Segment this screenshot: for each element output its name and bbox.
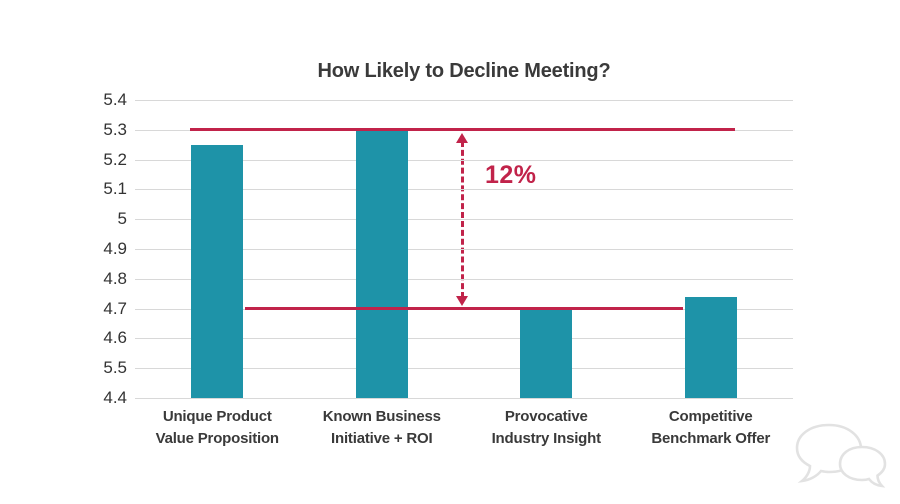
arrow-up-icon	[456, 132, 468, 143]
delta-percentage-label: 12%	[485, 160, 537, 189]
y-axis-tick-label: 4.9	[103, 239, 127, 258]
gridline	[135, 189, 793, 191]
bar	[520, 308, 573, 398]
chart-title: How Likely to Decline Meeting?	[317, 60, 611, 82]
bar	[355, 129, 408, 398]
gridline	[135, 338, 793, 340]
bar	[191, 144, 244, 398]
gridline	[135, 249, 793, 250]
y-axis-tick-label: 4.6	[103, 328, 127, 348]
y-axis-tick-label: 5.2	[103, 149, 127, 169]
plot-area: 12% 5.4 5.3 5.2 5.1 5 4.9 4.8 4.7 4.6 5.5 4.4 Uniqu…	[103, 91, 793, 447]
x-axis-category-label: Known Business Initiative + ROI	[322, 408, 441, 447]
x-axis-category-label: Competitive Benchmark Offer	[651, 408, 771, 447]
reference-line	[190, 127, 735, 131]
gridline	[135, 159, 793, 161]
gridline	[135, 368, 793, 370]
y-axis-tick-label: 4.7	[103, 298, 127, 318]
gridline	[135, 398, 793, 399]
y-axis-tick-label: 5	[117, 209, 127, 229]
speech-bubbles-icon	[792, 419, 888, 496]
x-axis-category-label: Provocative Industry Insight	[491, 408, 602, 447]
y-axis-tick-label: 5.3	[103, 119, 127, 139]
y-axis-tick-label: 5.4	[103, 90, 127, 109]
y-axis-tick-label: 4.8	[103, 268, 127, 288]
gridline	[135, 100, 793, 101]
gridline	[135, 278, 793, 280]
y-axis-tick-label: 5.5	[103, 358, 127, 378]
x-axis-category-label: Unique Product Value Proposition	[155, 408, 279, 447]
reference-line	[245, 306, 683, 310]
gridline	[135, 219, 793, 221]
y-axis-tick-label: 4.4	[103, 388, 127, 407]
bar	[684, 296, 737, 398]
arrow-down-icon	[456, 295, 468, 306]
y-axis-tick-label: 5.1	[103, 179, 127, 199]
